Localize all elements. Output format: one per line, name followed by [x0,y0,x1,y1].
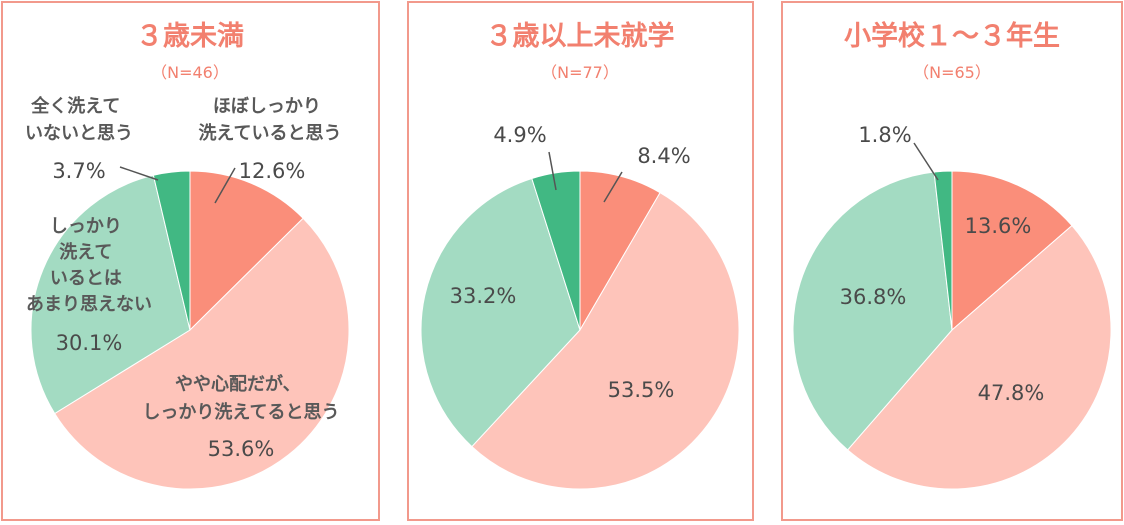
pie-slice-1 [54,217,350,490]
pie-slice-3 [531,170,581,331]
leader-line [603,171,623,203]
slice-label: しっかり 洗えて いるとは あまり思えない [26,216,152,315]
slice-value: 3.7% [52,159,105,183]
pie-slice-1 [471,191,740,490]
slice-value: 36.8% [840,285,907,309]
chart-subtitle: （N=77） [541,63,619,82]
slice-value: 13.6% [965,214,1032,238]
pie-slice-0 [189,170,304,332]
slice-value: 47.8% [978,381,1045,405]
slice-value: 12.6% [239,159,306,183]
chart-title: ３歳以上未就学 [486,20,675,52]
slices [30,170,350,490]
leader-line [548,151,557,191]
slice-value: 30.1% [56,331,123,355]
pie-slice-3 [933,170,953,331]
slice-label: やや心配だが、 しっかり洗えてると思う [142,373,339,423]
slice-label: ほぼしっかり 洗えていると思う [198,96,341,144]
pie-slice-3 [152,170,191,331]
slice-value: 8.4% [637,144,690,168]
leader-line [913,142,939,181]
slice-value: 53.5% [608,378,675,402]
slice-value: 53.6% [208,437,275,461]
slice-value: 4.9% [493,123,546,147]
leader-line [214,167,236,204]
chart-subtitle: （N=65） [913,63,991,82]
chart-title: 小学校１～３年生 [844,20,1060,52]
pie-slice-0 [951,170,1073,332]
leader-lines [119,142,939,204]
pie-slice-1 [846,224,1112,490]
slices [420,170,740,490]
chart-subtitle: （N=46） [151,63,229,82]
slice-value: 1.8% [858,123,911,147]
pie-slice-2 [30,174,191,415]
slice-value: 33.2% [450,284,517,308]
slices [792,170,1112,490]
slice-label: 全く洗えて いないと思う [25,95,133,144]
pie-slice-2 [792,171,953,451]
chart-title: ３歳未満 [136,21,244,52]
leader-line [119,166,159,181]
pie-slice-2 [420,177,581,448]
